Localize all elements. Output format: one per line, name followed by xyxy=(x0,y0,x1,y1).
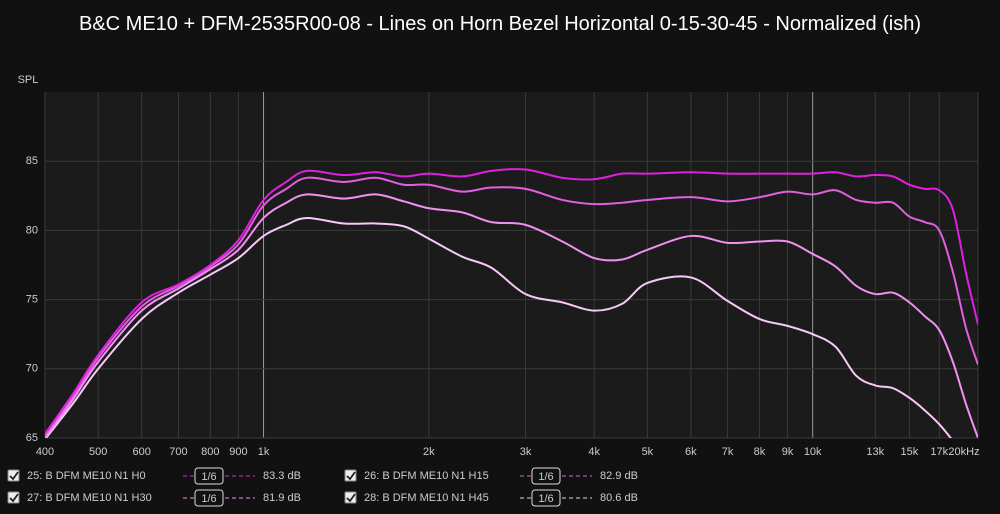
legend-checkbox xyxy=(7,491,20,504)
y-tick-label: 80 xyxy=(26,224,38,236)
x-tick-label: 1k xyxy=(258,446,270,458)
legend-label: 27: B DFM ME10 N1 H30 xyxy=(27,492,152,504)
x-tick-label: 800 xyxy=(201,446,219,458)
legend-level: 82.9 dB xyxy=(600,470,638,482)
x-tick-label: 3k xyxy=(520,446,532,458)
legend-level: 81.9 dB xyxy=(263,492,301,504)
x-tick-label: 600 xyxy=(133,446,151,458)
series-line xyxy=(45,168,978,435)
x-tick-label: 2k xyxy=(423,446,435,458)
legend-checkbox xyxy=(344,469,357,482)
smoothing-box xyxy=(194,467,224,485)
legend-item: 25: B DFM ME10 N1 H0 1/6 83.3 dB xyxy=(7,467,301,485)
plot-area xyxy=(45,92,978,438)
chart-title: B&C ME10 + DFM-2535R00-08 - Lines on Hor… xyxy=(78,13,922,35)
legend-label: 28: B DFM ME10 N1 H45 xyxy=(364,492,489,504)
x-tick-label: 8k xyxy=(754,446,766,458)
x-tick-label: 500 xyxy=(89,446,107,458)
legend-label: 26: B DFM ME10 N1 H15 xyxy=(364,470,489,482)
smoothing-box xyxy=(531,489,561,507)
checkmark xyxy=(9,471,19,481)
x-tick-label: 900 xyxy=(229,446,247,458)
x-tick-label: 4k xyxy=(588,446,600,458)
y-tick-label: 85 xyxy=(26,155,38,167)
x-tick-label: 9k xyxy=(782,446,794,458)
checkmark xyxy=(9,493,19,503)
legend-item: 26: B DFM ME10 N1 H15 1/6 82.9 dB xyxy=(344,467,638,485)
x-tick-label: 6k xyxy=(685,446,697,458)
x-tick-label: 20kHz xyxy=(948,446,979,458)
smoothing-label: 1/6 xyxy=(201,493,216,505)
legend-item: 28: B DFM ME10 N1 H45 1/6 80.6 dB xyxy=(344,489,638,507)
x-tick-label: 10k xyxy=(804,446,822,458)
x-tick-label: 7k xyxy=(722,446,734,458)
legend-item: 27: B DFM ME10 N1 H30 1/6 81.9 dB xyxy=(7,489,301,507)
x-tick-label: 15k xyxy=(901,446,919,458)
y-axis-label: SPL xyxy=(18,74,39,86)
smoothing-box xyxy=(531,467,561,485)
legend-level: 83.3 dB xyxy=(263,470,301,482)
legend-checkbox xyxy=(344,491,357,504)
legend-level: 80.6 dB xyxy=(600,492,638,504)
x-tick-label: 13k xyxy=(866,446,884,458)
smoothing-label: 1/6 xyxy=(538,493,553,505)
legend-label: 25: B DFM ME10 N1 H0 xyxy=(27,470,146,482)
smoothing-label: 1/6 xyxy=(538,471,553,483)
series-line xyxy=(45,176,978,436)
legend-checkbox xyxy=(7,469,20,482)
x-tick-label: 17k xyxy=(930,446,948,458)
x-tick-label: 700 xyxy=(169,446,187,458)
series-line xyxy=(45,193,978,438)
y-tick-label: 70 xyxy=(26,363,38,375)
checkmark xyxy=(346,471,356,481)
checkmark xyxy=(346,493,356,503)
smoothing-label: 1/6 xyxy=(201,471,216,483)
series-line xyxy=(45,216,953,438)
smoothing-box xyxy=(194,489,224,507)
y-tick-label: 65 xyxy=(26,432,38,444)
x-tick-label: 5k xyxy=(642,446,654,458)
x-tick-label: 400 xyxy=(36,446,54,458)
y-tick-label: 75 xyxy=(26,294,38,306)
